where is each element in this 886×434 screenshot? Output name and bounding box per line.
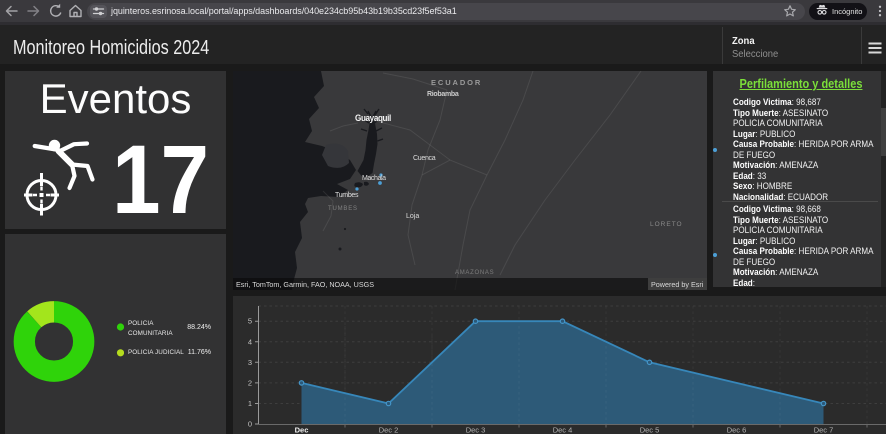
svg-text:Dec 4: Dec 4 [553, 426, 573, 434]
svg-text:3: 3 [248, 358, 252, 367]
svg-text:Dec: Dec [295, 426, 309, 434]
svg-text:Dec 3: Dec 3 [466, 426, 486, 434]
svg-text:Dec 2: Dec 2 [379, 426, 399, 434]
svg-text:1: 1 [248, 399, 252, 408]
svg-text:4: 4 [248, 337, 252, 346]
svg-text:Dec 6: Dec 6 [727, 426, 747, 434]
svg-text:Dec 5: Dec 5 [640, 426, 660, 434]
svg-text:2: 2 [248, 378, 252, 387]
svg-text:5: 5 [248, 317, 252, 326]
svg-text:Dec 7: Dec 7 [814, 426, 834, 434]
svg-text:0: 0 [248, 420, 252, 429]
